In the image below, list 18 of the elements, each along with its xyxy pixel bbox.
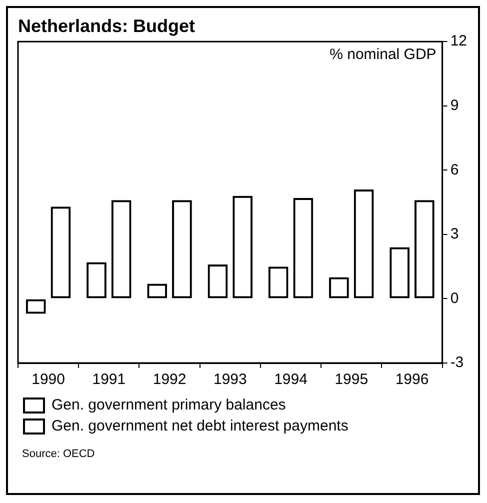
x-tick-label: 1995 (334, 371, 368, 388)
y-tick-label: -3 (450, 354, 464, 372)
chart-title: Netherlands: Budget (18, 16, 196, 36)
x-tick-label: 1994 (274, 371, 308, 388)
x-tick-label: 1991 (92, 371, 126, 388)
y-tick-label: 12 (450, 32, 468, 50)
y-tick-label: 3 (450, 226, 459, 243)
legend-label: Gen. government net debt interest payments (52, 418, 348, 435)
x-tick-label: 1996 (395, 371, 429, 388)
source-note: Source: OECD (22, 448, 95, 460)
y-tick-label: 0 (450, 290, 459, 307)
y-tick-label: 9 (450, 97, 459, 114)
x-tick-label: 1992 (152, 371, 186, 388)
x-tick-label: 1993 (213, 371, 247, 388)
y-tick-label: 6 (450, 161, 459, 178)
x-tick-label: 1990 (32, 371, 65, 388)
legend-label: Gen. government primary balances (52, 396, 286, 414)
annotation: % nominal GDP (330, 46, 436, 64)
